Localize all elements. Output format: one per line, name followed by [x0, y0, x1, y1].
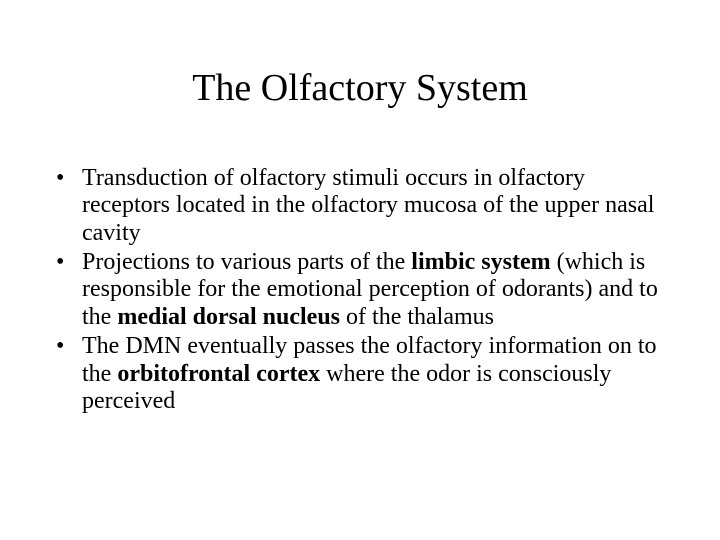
slide: The Olfactory System Transduction of olf… [0, 0, 720, 540]
bullet-item: Projections to various parts of the limb… [52, 249, 670, 331]
bullet-item: The DMN eventually passes the olfactory … [52, 333, 670, 415]
text-run: of the thalamus [340, 304, 494, 330]
bullet-list: Transduction of olfactory stimuli occurs… [52, 165, 670, 415]
slide-body: Transduction of olfactory stimuli occurs… [52, 165, 670, 417]
slide-title: The Olfactory System [0, 0, 720, 110]
text-run: orbitofrontal cortex [117, 361, 320, 387]
text-run: medial dorsal nucleus [117, 304, 340, 330]
bullet-item: Transduction of olfactory stimuli occurs… [52, 165, 670, 247]
text-run: Projections to various parts of the [82, 249, 411, 275]
text-run: Transduction of olfactory stimuli occurs… [82, 165, 654, 246]
text-run: limbic system [411, 249, 550, 275]
